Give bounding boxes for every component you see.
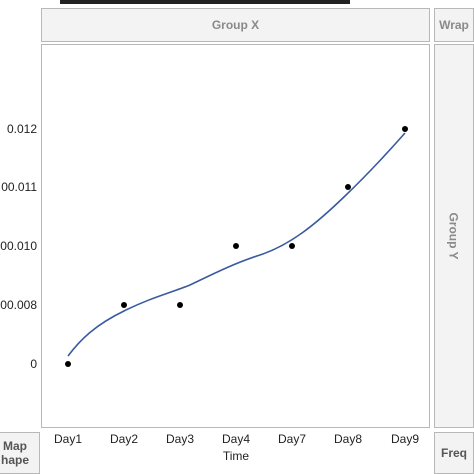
map-shape-label-line2: hape (0, 453, 29, 467)
x-tick-label-day3: Day3 (166, 432, 194, 446)
x-tick-label-day8: Day8 (334, 432, 362, 446)
x-tick-label-day7: Day7 (278, 432, 306, 446)
y-tick-label-0: 0 (30, 357, 37, 371)
y-tick-label-3: 00.011 (1, 180, 37, 194)
y-tick-label-1: 00.008 (0, 298, 37, 312)
y-tick-label-4: 0.012 (7, 122, 37, 136)
data-point-day4[interactable] (233, 243, 239, 249)
data-point-day9[interactable] (402, 126, 408, 132)
freq-drop-zone[interactable]: Freq (434, 432, 474, 474)
y-tick-label-2: 00.010 (0, 239, 37, 253)
x-tick-label-day4: Day4 (222, 432, 250, 446)
x-tick-label-day9: Day9 (391, 432, 419, 446)
data-point-day2[interactable] (121, 302, 127, 308)
x-tick-label-day2: Day2 (110, 432, 138, 446)
data-point-day8[interactable] (345, 184, 351, 190)
top-cropped-title (60, 0, 350, 4)
wrap-label: Wrap (439, 18, 469, 32)
group-x-drop-zone[interactable]: Group X (41, 8, 430, 42)
freq-label: Freq (440, 446, 467, 460)
smoother-line (67, 132, 406, 357)
data-point-day3[interactable] (177, 302, 183, 308)
map-shape-label-line1: Map (3, 439, 27, 453)
x-tick-label-day1: Day1 (54, 432, 82, 446)
data-point-day1[interactable] (65, 361, 71, 367)
x-axis-title: Time (223, 449, 250, 463)
data-point-day7[interactable] (289, 243, 295, 249)
group-x-label: Group X (211, 18, 260, 32)
map-shape-drop-zone[interactable]: Map hape (0, 432, 40, 474)
group-y-drop-zone[interactable]: Group Y (434, 44, 474, 428)
plot-frame[interactable] (41, 44, 430, 428)
